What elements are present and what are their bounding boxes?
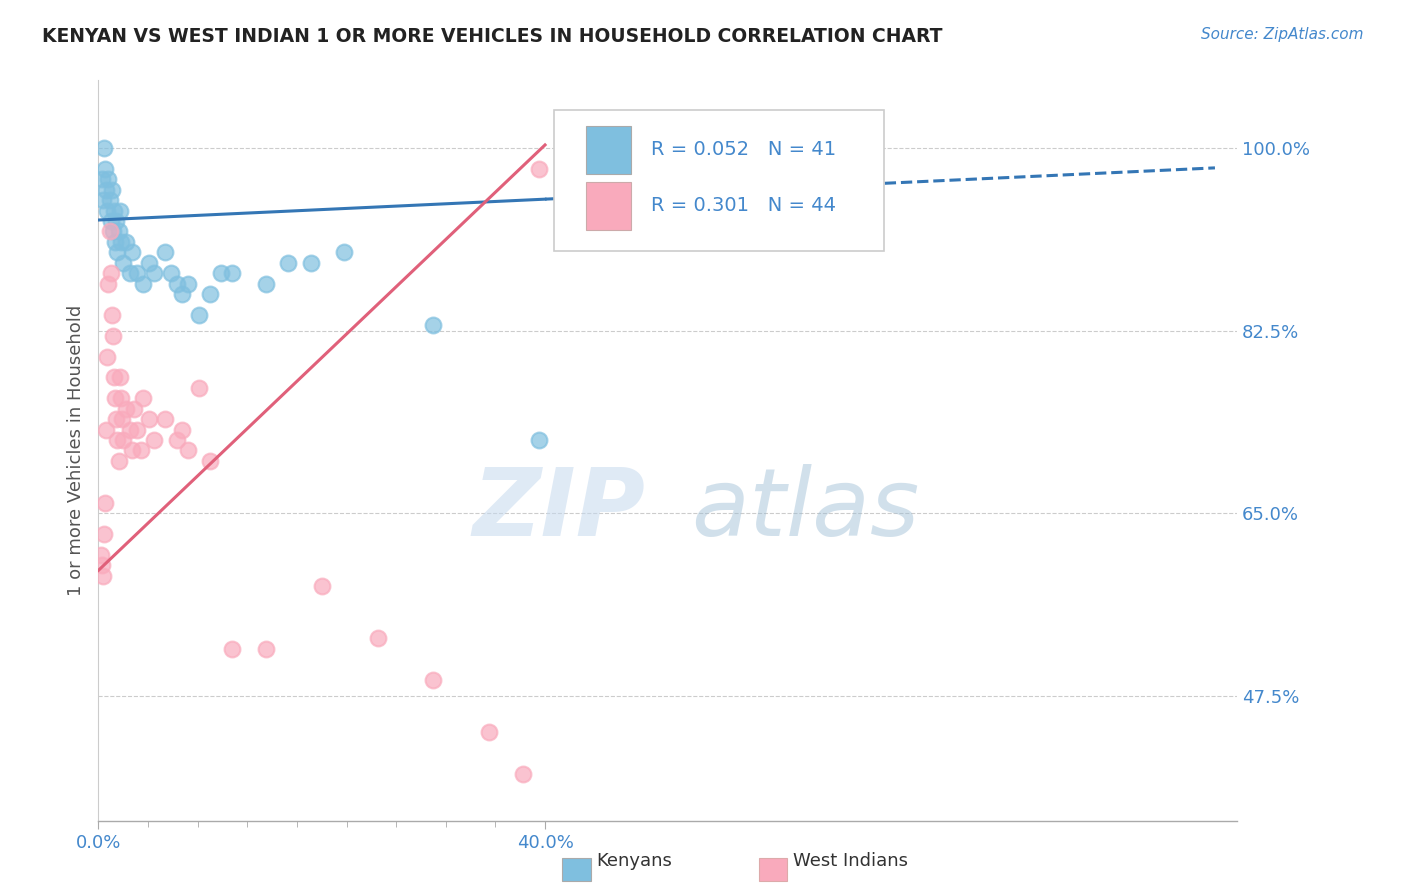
Point	[333, 245, 356, 260]
Point	[94, 495, 117, 509]
Point	[110, 235, 132, 249]
Point	[166, 433, 188, 447]
Point	[118, 423, 141, 437]
Point	[97, 172, 120, 186]
Point	[155, 245, 177, 260]
Point	[160, 266, 183, 280]
Point	[96, 423, 118, 437]
Point	[118, 266, 141, 280]
Point	[121, 443, 143, 458]
Point	[132, 277, 155, 291]
Point	[512, 766, 534, 780]
Point	[110, 392, 132, 406]
Point	[143, 433, 166, 447]
Text: ZIP: ZIP	[472, 464, 645, 556]
Point	[100, 266, 122, 280]
Point	[94, 161, 117, 176]
Text: R = 0.301   N = 44: R = 0.301 N = 44	[651, 196, 835, 215]
Text: KENYAN VS WEST INDIAN 1 OR MORE VEHICLES IN HOUSEHOLD CORRELATION CHART: KENYAN VS WEST INDIAN 1 OR MORE VEHICLES…	[42, 27, 942, 45]
Point	[254, 277, 277, 291]
Point	[111, 256, 134, 270]
Point	[367, 631, 389, 645]
Point	[143, 266, 166, 280]
Point	[529, 433, 551, 447]
Text: Kenyans: Kenyans	[596, 852, 672, 870]
Point	[121, 245, 143, 260]
Point	[422, 318, 444, 333]
Point	[103, 203, 125, 218]
Point	[98, 193, 121, 207]
Point	[107, 433, 129, 447]
Point	[96, 350, 118, 364]
Point	[101, 328, 124, 343]
Point	[129, 443, 152, 458]
Point	[107, 454, 129, 468]
FancyBboxPatch shape	[586, 126, 631, 174]
Point	[529, 161, 551, 176]
Point	[221, 266, 243, 280]
Point	[107, 225, 129, 239]
Point	[91, 568, 114, 582]
Point	[104, 392, 127, 406]
Point	[111, 412, 134, 426]
Point	[166, 277, 188, 291]
Point	[138, 256, 160, 270]
Point	[127, 266, 149, 280]
FancyBboxPatch shape	[586, 182, 631, 230]
Point	[198, 454, 221, 468]
Point	[132, 392, 155, 406]
Point	[138, 412, 160, 426]
Point	[101, 225, 124, 239]
Point	[104, 235, 127, 249]
Point	[155, 412, 177, 426]
Point	[198, 287, 221, 301]
Point	[111, 433, 134, 447]
Point	[221, 641, 243, 656]
Point	[105, 214, 128, 228]
Point	[172, 423, 194, 437]
Text: R = 0.052   N = 41: R = 0.052 N = 41	[651, 140, 837, 160]
Point	[108, 203, 131, 218]
Point	[122, 401, 145, 416]
Text: Source: ZipAtlas.com: Source: ZipAtlas.com	[1201, 27, 1364, 42]
Point	[108, 370, 131, 384]
Point	[177, 277, 200, 291]
Point	[115, 401, 138, 416]
Point	[177, 443, 200, 458]
Point	[93, 141, 115, 155]
Point	[107, 245, 129, 260]
Text: atlas: atlas	[690, 464, 920, 555]
Point	[96, 183, 118, 197]
Point	[127, 423, 149, 437]
Point	[172, 287, 194, 301]
Point	[100, 214, 122, 228]
Point	[277, 256, 299, 270]
Point	[101, 183, 124, 197]
Point	[115, 235, 138, 249]
Text: West Indians: West Indians	[793, 852, 908, 870]
Point	[90, 558, 112, 573]
Point	[105, 412, 128, 426]
Point	[103, 370, 125, 384]
Point	[90, 172, 112, 186]
Point	[97, 277, 120, 291]
Point	[187, 308, 209, 322]
Point	[98, 225, 121, 239]
Point	[96, 203, 118, 218]
Point	[187, 381, 209, 395]
Point	[299, 256, 322, 270]
Point	[91, 193, 114, 207]
Point	[478, 725, 501, 739]
Point	[93, 527, 115, 541]
Point	[90, 548, 112, 562]
Point	[311, 579, 333, 593]
Point	[422, 673, 444, 687]
Point	[254, 641, 277, 656]
Point	[101, 308, 124, 322]
Y-axis label: 1 or more Vehicles in Household: 1 or more Vehicles in Household	[66, 305, 84, 596]
FancyBboxPatch shape	[554, 110, 884, 251]
Point	[209, 266, 232, 280]
